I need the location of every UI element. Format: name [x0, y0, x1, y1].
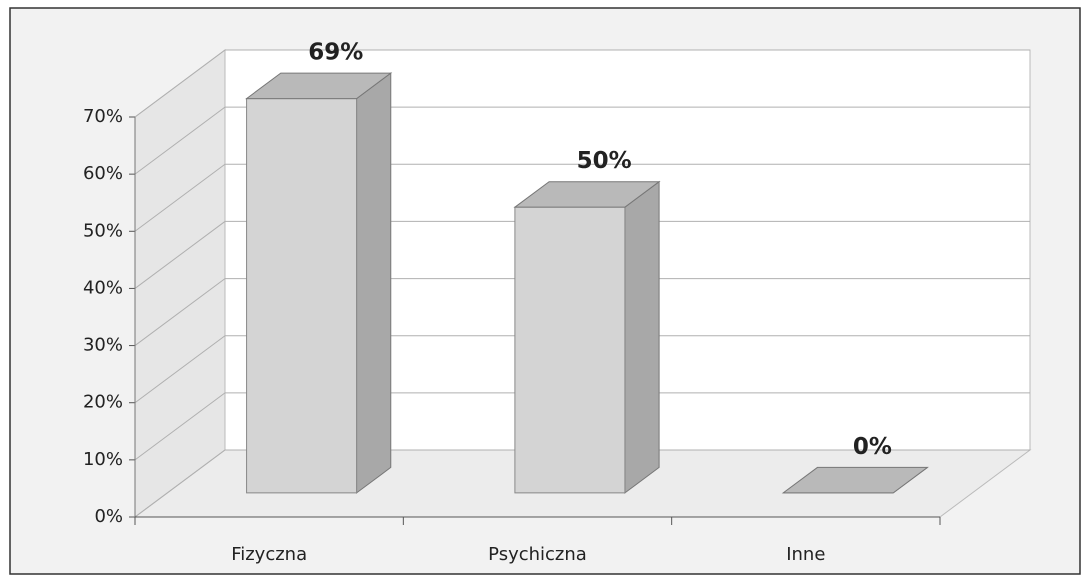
y-tick-label: 30% — [83, 335, 123, 356]
grid-line — [134, 392, 1030, 461]
grid-line — [134, 449, 1030, 518]
grid-line — [134, 106, 1030, 175]
bar-side — [356, 72, 392, 494]
y-tick-label: 50% — [83, 220, 123, 241]
value-label: 50% — [577, 148, 632, 174]
bar-top — [245, 72, 393, 100]
y-tick-label: 40% — [83, 277, 123, 298]
grid-line — [134, 335, 1030, 404]
y-tick-label: 60% — [83, 163, 123, 184]
value-label: 0% — [853, 434, 892, 460]
value-label: 69% — [308, 40, 363, 66]
grid-line — [134, 220, 1030, 289]
y-tick-label: 20% — [83, 392, 123, 413]
grid-line — [134, 278, 1030, 346]
bar-front — [246, 98, 358, 494]
bar-front — [514, 206, 626, 494]
bar-side — [624, 180, 660, 494]
bar-top — [781, 466, 929, 494]
y-tick-label: 0% — [94, 506, 123, 527]
x-tick-label: Inne — [786, 544, 825, 565]
y-tick-label: 70% — [83, 106, 123, 127]
grid-line — [134, 49, 1030, 118]
y-tick-label: 10% — [83, 449, 123, 470]
side-wall — [134, 49, 226, 518]
x-tick-label: Fizyczna — [231, 544, 307, 565]
x-tick-label: Psychiczna — [488, 544, 587, 565]
grid-line — [134, 163, 1030, 232]
bar-top — [513, 181, 661, 208]
